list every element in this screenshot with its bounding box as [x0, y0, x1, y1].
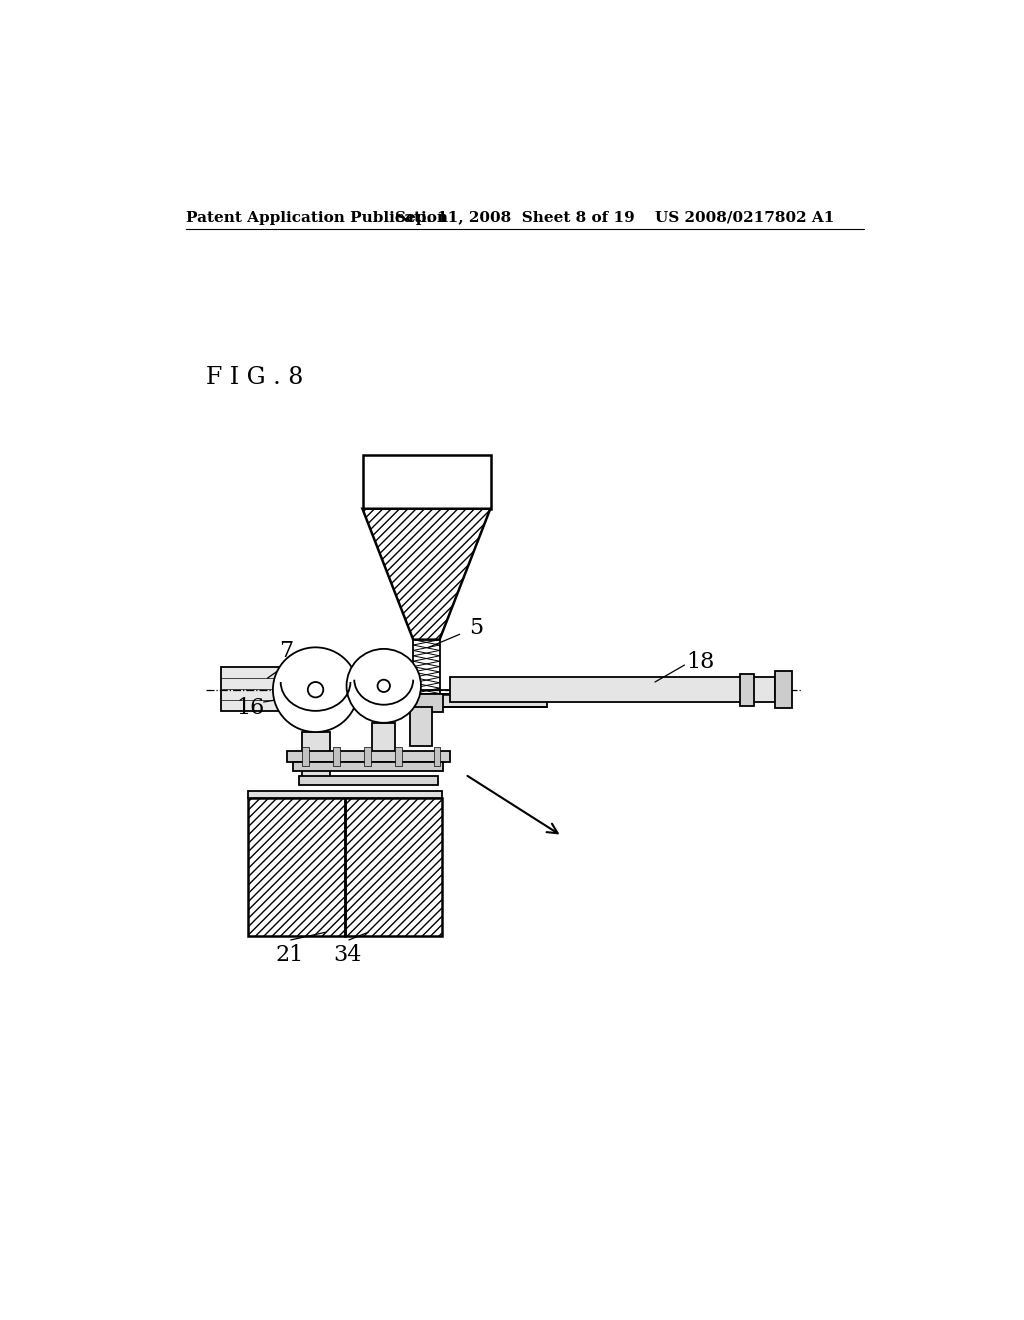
- Bar: [372, 723, 395, 766]
- Bar: [434, 747, 440, 766]
- Circle shape: [308, 682, 324, 697]
- Polygon shape: [362, 508, 490, 640]
- Text: 16: 16: [237, 697, 265, 719]
- Text: 34: 34: [334, 944, 361, 966]
- Text: US 2008/0217802 A1: US 2008/0217802 A1: [655, 211, 835, 224]
- Bar: [299, 776, 438, 785]
- Circle shape: [378, 680, 390, 692]
- Bar: [221, 667, 280, 711]
- Bar: [740, 673, 755, 706]
- Bar: [334, 747, 340, 766]
- Bar: [345, 797, 442, 936]
- Bar: [450, 677, 775, 702]
- Text: Patent Application Publication: Patent Application Publication: [186, 211, 449, 224]
- Bar: [410, 708, 432, 746]
- Bar: [362, 455, 490, 508]
- Text: 21: 21: [275, 944, 303, 966]
- Text: Sep. 11, 2008  Sheet 8 of 19: Sep. 11, 2008 Sheet 8 of 19: [395, 211, 635, 224]
- Bar: [302, 733, 330, 779]
- Bar: [365, 747, 371, 766]
- Circle shape: [346, 649, 421, 723]
- Bar: [293, 762, 443, 771]
- Text: 7: 7: [280, 640, 293, 661]
- Text: 5: 5: [469, 616, 483, 639]
- Bar: [326, 693, 547, 708]
- Text: 18: 18: [686, 651, 715, 673]
- Bar: [302, 747, 308, 766]
- Bar: [248, 792, 442, 797]
- Bar: [248, 797, 345, 936]
- Circle shape: [273, 647, 358, 733]
- Bar: [395, 747, 401, 766]
- Bar: [775, 671, 793, 708]
- Text: F I G . 8: F I G . 8: [206, 367, 303, 389]
- Bar: [410, 693, 443, 711]
- Bar: [287, 751, 450, 762]
